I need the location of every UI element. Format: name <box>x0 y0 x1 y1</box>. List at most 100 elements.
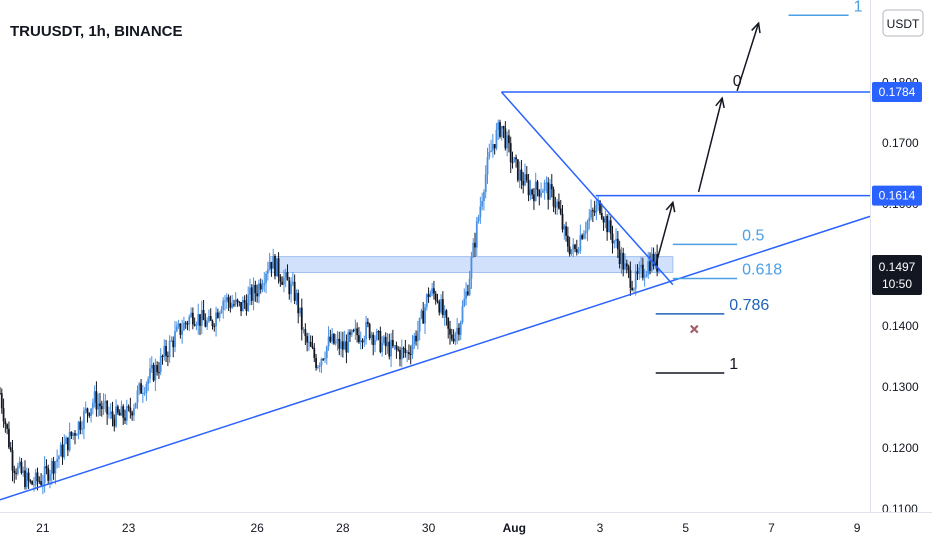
candle-body <box>570 249 573 254</box>
projection-arrow[interactable] <box>697 96 725 193</box>
candle-body <box>168 340 171 358</box>
candle-body <box>259 283 262 290</box>
candle-body <box>72 433 75 436</box>
candle-body <box>268 262 271 270</box>
candle-body <box>499 122 501 137</box>
candle-body <box>252 284 255 301</box>
candle-body <box>172 340 175 348</box>
ascending-support-trendline[interactable] <box>0 215 871 501</box>
candle-body <box>547 182 550 200</box>
candle-body <box>74 433 76 436</box>
candle-body <box>358 335 360 343</box>
time-tick-label: 26 <box>250 521 264 535</box>
candle-body <box>299 307 301 314</box>
candle-body <box>370 334 373 339</box>
arrow-shaft <box>697 97 723 193</box>
candle-body <box>122 406 125 418</box>
candle-body <box>406 352 409 354</box>
candle-body <box>6 424 9 429</box>
candle-body <box>159 355 162 373</box>
candle-body <box>102 403 105 409</box>
candle-body <box>240 302 242 312</box>
candle-body <box>447 317 450 329</box>
candle-body <box>308 341 310 343</box>
candle-body <box>491 144 494 151</box>
symbol-title: TRUUSDT, 1h, BINANCE <box>10 23 183 40</box>
candle-body <box>422 310 425 324</box>
time-axis-panel[interactable] <box>0 512 932 550</box>
projection-arrow[interactable] <box>736 21 761 92</box>
candle-body <box>31 481 34 485</box>
candle-body <box>233 304 235 306</box>
candle-body <box>234 299 237 305</box>
candle-body <box>220 309 223 313</box>
candle-body <box>450 334 453 339</box>
price-badge-bg <box>872 82 922 103</box>
candle-body <box>91 402 94 409</box>
candle-body <box>13 470 16 473</box>
candle-body <box>275 258 278 277</box>
candle-body <box>606 216 609 233</box>
candle-body <box>243 300 246 303</box>
candle-body <box>558 201 560 209</box>
projection-arrow[interactable] <box>654 200 676 266</box>
candle-body <box>270 262 273 269</box>
candle-body <box>256 293 259 297</box>
candle-body <box>66 437 69 451</box>
descending-resistance-trendline[interactable] <box>500 91 674 286</box>
candle-body <box>199 314 201 326</box>
candle-body <box>466 291 469 295</box>
candle-body <box>34 472 37 485</box>
candle-body <box>529 189 532 196</box>
candle-body <box>209 316 212 321</box>
candle-body <box>538 189 541 197</box>
candle-body <box>379 331 382 353</box>
candle-body <box>377 331 380 333</box>
candle-body <box>581 235 584 239</box>
candle-body <box>318 365 321 367</box>
candle-body <box>9 447 12 451</box>
last-price-badge: 0.1497 10:50 <box>872 254 922 295</box>
candle-body <box>49 474 51 481</box>
time-tick-label: 28 <box>336 521 350 535</box>
candle-body <box>191 312 194 325</box>
candle-body <box>586 221 589 232</box>
candle-body <box>293 281 296 301</box>
candle-body <box>109 411 112 414</box>
candle-body <box>599 201 601 213</box>
candle-body <box>327 336 330 347</box>
candle-body <box>593 211 596 213</box>
candle-body <box>200 309 203 326</box>
candle-body <box>50 460 53 475</box>
candle-body <box>400 347 403 360</box>
candle-body <box>490 150 492 153</box>
candle-body <box>118 412 121 416</box>
candle-body <box>375 331 378 340</box>
candle-body <box>459 322 462 335</box>
candle-body <box>156 365 159 373</box>
candle-body <box>283 277 285 285</box>
candle-body <box>281 281 284 285</box>
candle-body <box>250 287 253 301</box>
candle-body <box>215 312 217 327</box>
candle-body <box>504 128 507 149</box>
candle-body <box>161 355 164 357</box>
candle-body <box>22 470 25 473</box>
candle-body <box>18 461 21 466</box>
bar-countdown: 10:50 <box>882 277 912 291</box>
candle-body <box>79 421 82 430</box>
candle-body <box>108 413 110 415</box>
candle-body <box>152 364 155 381</box>
currency-button[interactable]: USDT <box>882 9 924 37</box>
candle-body <box>140 383 142 394</box>
candle-body <box>24 470 26 488</box>
candle-body <box>527 180 530 196</box>
candle-body <box>456 327 459 334</box>
candle-body <box>554 206 557 208</box>
candle-body <box>633 288 635 290</box>
candle-body <box>241 300 244 312</box>
candle-body <box>602 218 605 223</box>
candle-body <box>124 417 126 421</box>
